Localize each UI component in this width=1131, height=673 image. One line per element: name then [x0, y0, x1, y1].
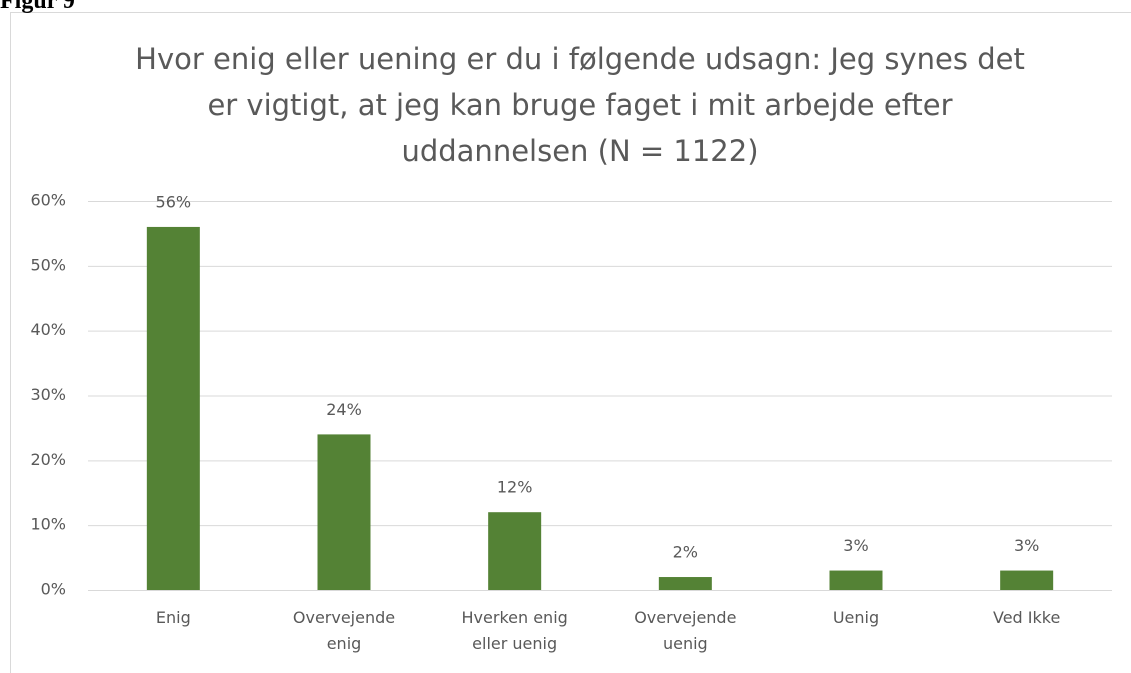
data-label: 24% [326, 400, 362, 419]
bar [829, 570, 883, 590]
bar [488, 512, 542, 590]
bar [1000, 570, 1054, 590]
data-label: 56% [156, 192, 192, 211]
x-tick-label: Enig [155, 608, 191, 627]
x-tick-label: Ved Ikke [993, 608, 1061, 627]
y-tick-label: 40% [30, 320, 66, 339]
data-label: 12% [497, 478, 533, 497]
data-label: 2% [673, 543, 698, 562]
bar [317, 434, 371, 590]
x-tick-label: Hverken enig eller uenig [461, 608, 568, 653]
y-tick-label: 60% [30, 191, 66, 210]
x-tick-label: Uenig [832, 608, 880, 627]
y-tick-label: 30% [30, 385, 66, 404]
y-tick-label: 50% [30, 255, 66, 274]
data-label: 3% [1014, 536, 1039, 555]
x-tick-label: Overvejende enig [292, 608, 396, 653]
chart-title: Hvor enig eller uening er du i følgende … [135, 42, 1025, 168]
y-tick-label: 10% [30, 515, 66, 534]
figure-label: Figur 9 [0, 0, 75, 14]
data-label: 3% [843, 536, 868, 555]
y-tick-label: 0% [41, 580, 66, 599]
x-tick-label: Overvejende uenig [634, 608, 737, 653]
bar [658, 577, 712, 590]
bar [146, 226, 200, 590]
y-tick-label: 20% [30, 450, 66, 469]
